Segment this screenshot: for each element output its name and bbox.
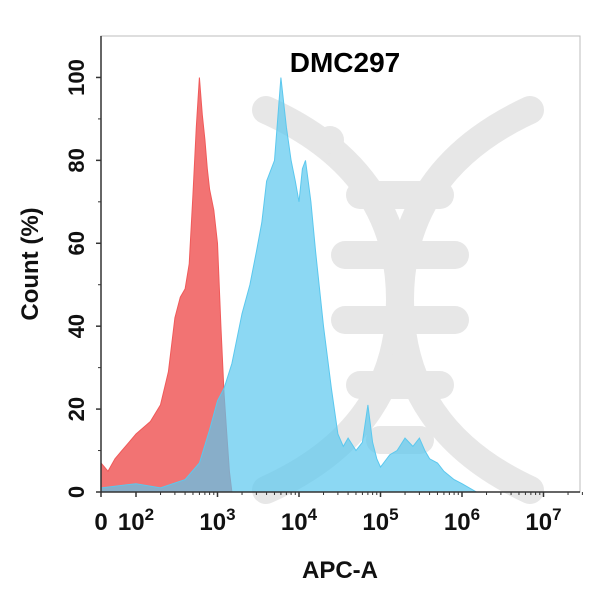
y-tick-label: 60 bbox=[64, 231, 89, 255]
y-ticks: 0 20 40 60 80 100 bbox=[64, 59, 101, 498]
chart-title: DMC297 bbox=[290, 47, 400, 78]
x-tick-label: 103 bbox=[199, 505, 235, 536]
x-tick-label: 107 bbox=[525, 505, 561, 536]
x-tick-label: 104 bbox=[281, 505, 318, 536]
x-tick-label: 0 bbox=[94, 509, 107, 536]
series-area-1 bbox=[100, 77, 233, 493]
x-tick-label: 106 bbox=[444, 505, 480, 536]
x-tick-label: 102 bbox=[118, 505, 154, 536]
axes bbox=[100, 35, 581, 493]
series-layer bbox=[100, 77, 479, 493]
y-tick-label: 100 bbox=[64, 59, 89, 96]
y-tick-label: 80 bbox=[64, 148, 89, 172]
y-tick-label: 40 bbox=[64, 314, 89, 338]
y-tick-label: 20 bbox=[64, 397, 89, 421]
y-tick-label: 0 bbox=[64, 486, 89, 498]
x-tick-label: 105 bbox=[362, 505, 398, 536]
x-axis-title: APC-A bbox=[302, 557, 378, 584]
x-ticks: 0102103104105106107108 bbox=[94, 492, 583, 536]
y-axis-title: Count (%) bbox=[17, 207, 44, 320]
series-area-2 bbox=[100, 77, 479, 493]
